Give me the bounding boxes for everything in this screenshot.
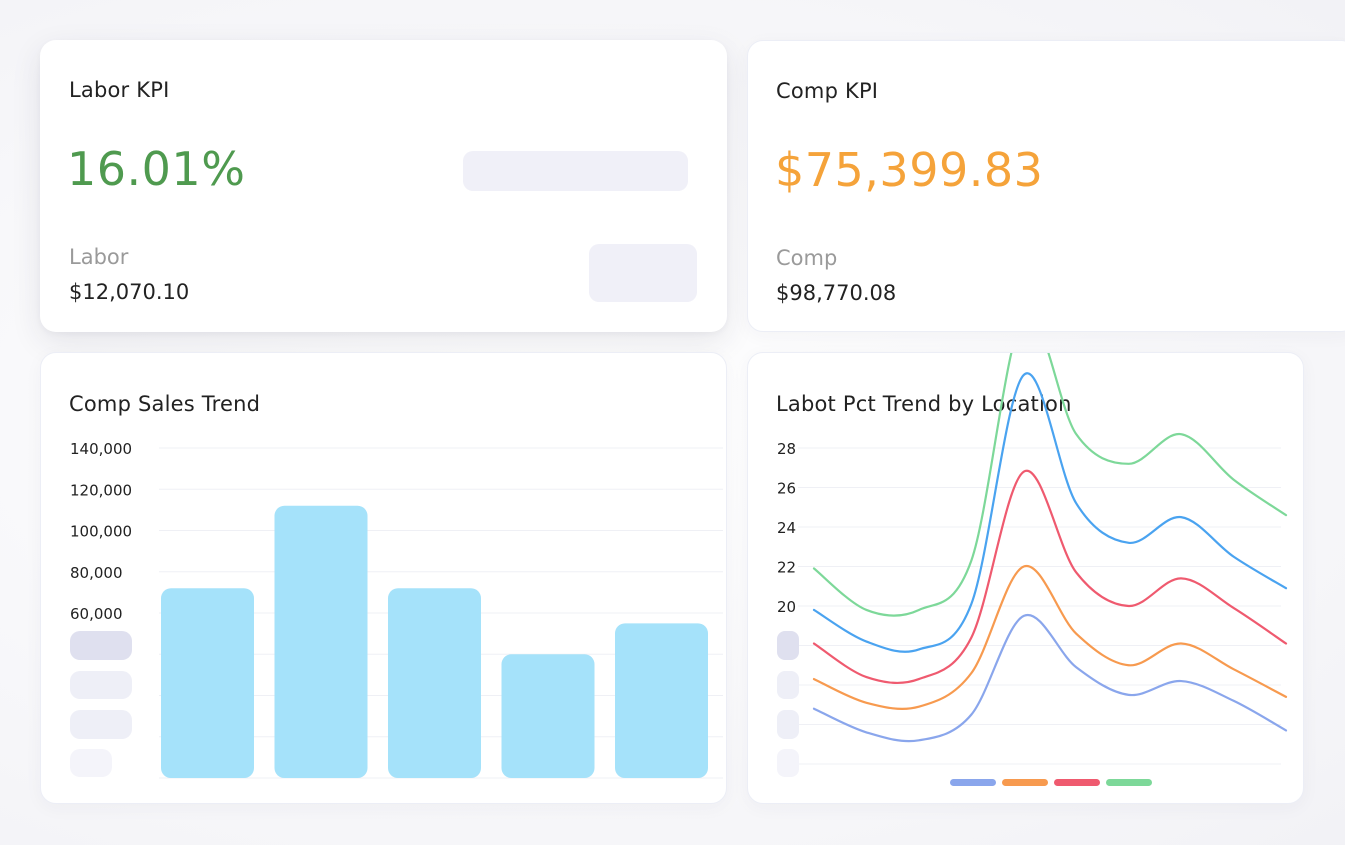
- labor-sub-value: $12,070.10: [69, 280, 190, 304]
- comp-sub-value: $98,770.08: [776, 281, 897, 305]
- comp-kpi-title: Comp KPI: [776, 79, 879, 103]
- line-chart-tick-placeholder: [777, 749, 799, 777]
- labor-kpi-title: Labor KPI: [69, 78, 170, 102]
- bar-chart-tick-placeholder: [70, 749, 112, 777]
- line-chart-tick-placeholder: [777, 671, 799, 699]
- line-chart-series-line: [812, 613, 1288, 743]
- bar-chart-tick-placeholder: [70, 671, 132, 699]
- bar-chart-y-tick-label: 120,000: [70, 481, 132, 499]
- line-chart-y-tick-label: 26: [777, 480, 796, 498]
- comp-sales-trend-chart: 60,000 80,000 100,000 120,000 140,000: [70, 440, 723, 779]
- labor-kpi-badge-placeholder: [589, 244, 697, 302]
- line-chart-series-line: [812, 469, 1288, 685]
- bar-chart-bar: [501, 654, 595, 778]
- line-chart-legend-swatch[interactable]: [1002, 779, 1048, 786]
- comp-sub-label: Comp: [776, 246, 838, 270]
- bar-chart-y-tick-label: 100,000: [70, 523, 132, 541]
- comp-kpi-card: Comp KPI $75,399.83 Comp $98,770.08: [747, 40, 1345, 332]
- line-chart-y-tick-label: 20: [777, 598, 796, 616]
- bar-chart-y-tick-label: 140,000: [70, 440, 132, 458]
- line-chart-series-line: [812, 372, 1288, 653]
- comp-sales-trend-title: Comp Sales Trend: [69, 392, 261, 416]
- line-chart-y-tick-label: 24: [777, 519, 796, 537]
- bar-chart-bar: [388, 588, 481, 778]
- labor-pct-trend-chart: 20 22 24 26 28: [777, 353, 1288, 786]
- bar-chart-tick-placeholder: [70, 631, 132, 660]
- line-chart-series-line: [812, 353, 1288, 617]
- bar-chart-bar: [274, 505, 368, 778]
- labor-pct-trend-card: Labot Pct Trend by Location 20 22 24 26 28: [747, 352, 1304, 804]
- bar-chart-bar: [615, 623, 708, 778]
- line-chart-y-tick-label: 28: [777, 440, 796, 458]
- line-chart-legend-swatch[interactable]: [950, 779, 996, 786]
- bar-chart-tick-placeholder: [70, 710, 132, 739]
- line-chart-tick-placeholder: [777, 710, 799, 739]
- line-chart-tick-placeholder: [777, 631, 799, 660]
- line-chart-legend-swatch[interactable]: [1106, 779, 1152, 786]
- labor-kpi-value: 16.01%: [67, 142, 246, 196]
- labor-kpi-card: Labor KPI 16.01% Labor $12,070.10: [40, 40, 727, 332]
- labor-kpi-sparkline-placeholder: [463, 151, 688, 191]
- line-chart-y-tick-label: 22: [777, 559, 796, 577]
- line-chart-legend-swatch[interactable]: [1054, 779, 1100, 786]
- bar-chart-y-tick-label: 60,000: [70, 605, 123, 623]
- comp-kpi-value: $75,399.83: [775, 143, 1044, 197]
- bar-chart-y-tick-label: 80,000: [70, 564, 123, 582]
- line-chart-series-line: [812, 565, 1288, 710]
- labor-pct-trend-title: Labot Pct Trend by Location: [776, 392, 1072, 416]
- labor-sub-label: Labor: [69, 245, 129, 269]
- comp-sales-trend-card: Comp Sales Trend 60,000 80,000 100,000 120,…: [40, 352, 727, 804]
- bar-chart-bar: [161, 588, 254, 778]
